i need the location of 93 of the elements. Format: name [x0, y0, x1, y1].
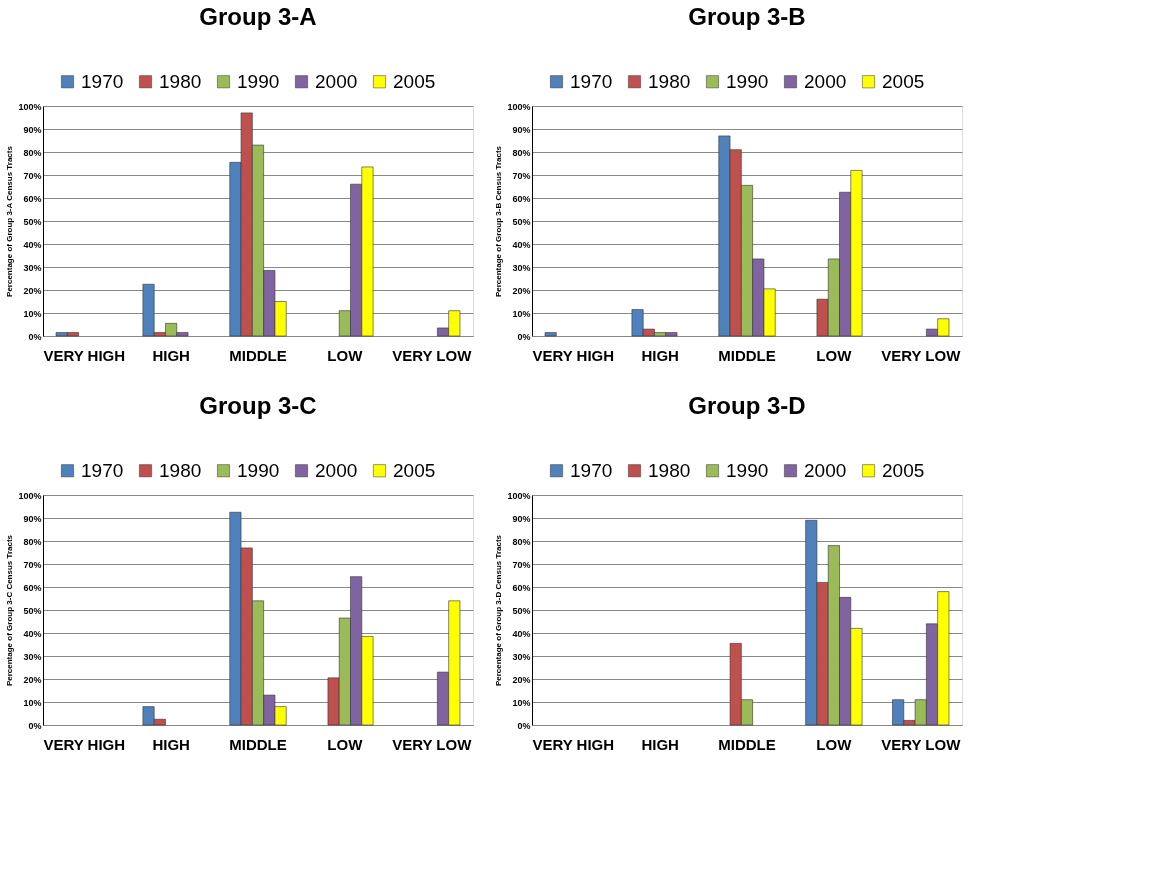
bar: [544, 332, 557, 337]
y-tick-label: 80%: [23, 536, 42, 547]
legend-label: 2000: [804, 459, 847, 481]
y-tick-label: 60%: [512, 193, 531, 204]
y-tick-label: 90%: [512, 124, 531, 135]
y-axis-title: Percentage of Group 3-B Census Tracts: [494, 145, 504, 298]
legend-label: 2005: [393, 70, 436, 92]
y-axis-title: Percentage of Group 3-A Census Tracts: [5, 145, 15, 297]
x-tick-label: LOW: [816, 346, 853, 364]
y-tick-label: 50%: [512, 216, 531, 227]
y-tick-label: 20%: [23, 285, 42, 296]
x-tick-label: VERY LOW: [881, 346, 962, 364]
legend-label: 2000: [315, 70, 358, 92]
y-tick-label: 60%: [512, 582, 531, 593]
y-tick-label: 50%: [23, 605, 42, 616]
x-tick-label: VERY HIGH: [43, 346, 126, 364]
y-tick-label: 40%: [23, 628, 42, 639]
y-tick-label: 20%: [23, 674, 42, 685]
x-tick-label: VERY HIGH: [532, 735, 615, 753]
legend-label: 2000: [804, 70, 847, 92]
chart-title: Group 3-A: [199, 3, 317, 30]
legend-label: 1990: [237, 70, 280, 92]
y-tick-label: 80%: [512, 536, 531, 547]
x-tick-label: HIGH: [152, 735, 190, 753]
y-tick-label: 20%: [512, 674, 531, 685]
x-tick-label: MIDDLE: [718, 735, 776, 753]
x-tick-label: HIGH: [152, 346, 190, 364]
y-tick-label: 10%: [23, 308, 42, 319]
x-tick-label: VERY LOW: [392, 346, 473, 364]
y-tick-label: 80%: [512, 147, 531, 158]
y-tick-label: 30%: [23, 651, 42, 662]
legend-label: 1990: [726, 70, 769, 92]
y-tick-label: 50%: [23, 216, 42, 227]
y-tick-label: 30%: [23, 262, 42, 273]
legend-label: 1980: [159, 459, 202, 481]
y-tick-label: 60%: [23, 582, 42, 593]
legend-label: 2000: [315, 459, 358, 481]
x-tick-label: HIGH: [641, 735, 679, 753]
legend-label: 2005: [882, 70, 925, 92]
x-tick-label: MIDDLE: [229, 735, 287, 753]
y-tick-label: 90%: [23, 513, 42, 524]
x-tick-label: VERY LOW: [881, 735, 962, 753]
y-tick-label: 40%: [23, 239, 42, 250]
legend-label: 2005: [882, 459, 925, 481]
y-tick-label: 20%: [512, 285, 531, 296]
y-tick-label: 40%: [512, 239, 531, 250]
y-tick-label: 90%: [512, 513, 531, 524]
legend-label: 1990: [726, 459, 769, 481]
chart-title: Group 3-C: [199, 392, 317, 419]
chart-title: Group 3-D: [688, 392, 806, 419]
y-tick-label: 100%: [507, 101, 531, 112]
y-tick-label: 30%: [512, 262, 531, 273]
y-tick-label: 60%: [23, 193, 42, 204]
legend-label: 1980: [648, 459, 691, 481]
y-tick-label: 100%: [18, 101, 42, 112]
y-tick-label: 100%: [18, 490, 42, 501]
y-tick-label: 70%: [512, 559, 531, 570]
y-tick-label: 10%: [512, 697, 531, 708]
x-tick-label: VERY LOW: [392, 735, 473, 753]
legend-label: 1970: [570, 459, 613, 481]
legend-label: 1970: [81, 70, 124, 92]
x-tick-label: LOW: [327, 346, 364, 364]
y-tick-label: 0%: [517, 720, 531, 731]
y-axis-title: Percentage of Group 3-C Census Tracts: [5, 534, 15, 687]
y-tick-label: 0%: [28, 720, 42, 731]
y-tick-label: 90%: [23, 124, 42, 135]
y-tick-label: 30%: [512, 651, 531, 662]
x-tick-label: MIDDLE: [718, 346, 776, 364]
x-tick-label: MIDDLE: [229, 346, 287, 364]
y-axis-title: Percentage of Group 3-D Census Tracts: [494, 534, 504, 687]
legend-label: 1990: [237, 459, 280, 481]
y-tick-label: 70%: [23, 559, 42, 570]
x-tick-label: LOW: [327, 735, 364, 753]
y-tick-label: 0%: [517, 331, 531, 342]
x-tick-label: HIGH: [641, 346, 679, 364]
legend-label: 2005: [393, 459, 436, 481]
legend-label: 1970: [570, 70, 613, 92]
x-tick-label: VERY HIGH: [43, 735, 126, 753]
y-tick-label: 0%: [28, 331, 42, 342]
legend-label: 1980: [159, 70, 202, 92]
chart-title: Group 3-B: [688, 3, 806, 30]
x-tick-label: VERY HIGH: [532, 346, 615, 364]
y-tick-label: 40%: [512, 628, 531, 639]
y-tick-label: 70%: [23, 170, 42, 181]
y-tick-label: 50%: [512, 605, 531, 616]
legend-label: 1980: [648, 70, 691, 92]
y-tick-label: 70%: [512, 170, 531, 181]
y-tick-label: 10%: [23, 697, 42, 708]
y-tick-label: 80%: [23, 147, 42, 158]
legend-label: 1970: [81, 459, 124, 481]
y-tick-label: 10%: [512, 308, 531, 319]
y-tick-label: 100%: [507, 490, 531, 501]
x-tick-label: LOW: [816, 735, 853, 753]
